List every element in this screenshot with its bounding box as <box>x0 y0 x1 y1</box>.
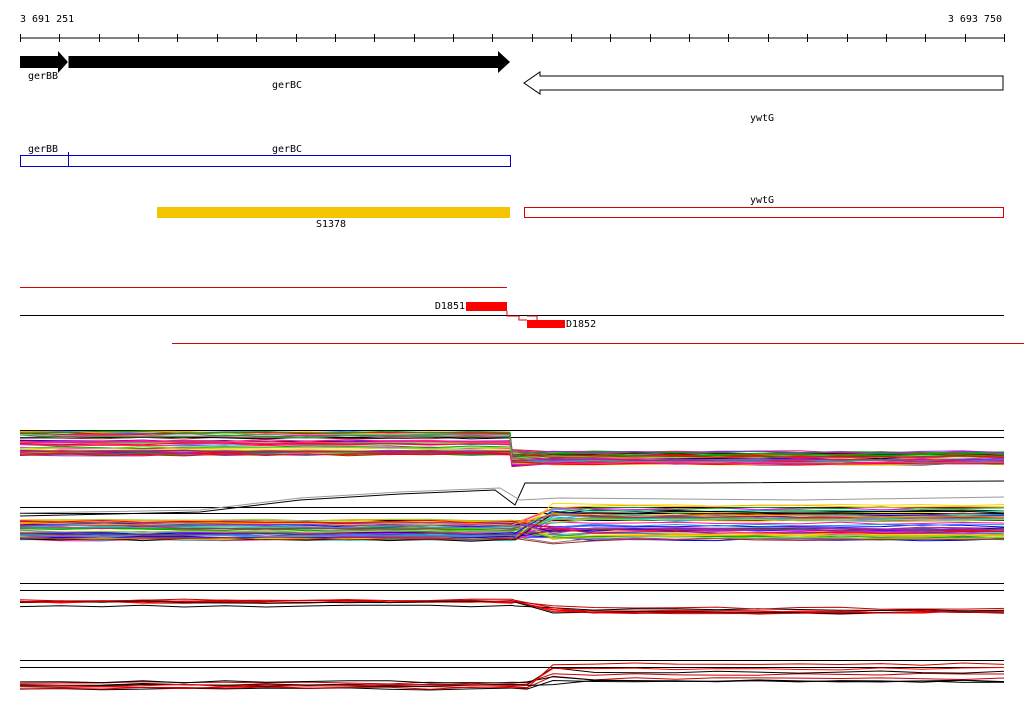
expression-line <box>19 512 1005 541</box>
expression-line <box>19 520 1005 535</box>
probe-bar <box>466 302 507 311</box>
gene-arrow <box>523 71 1004 95</box>
ruler-ticks <box>20 34 1005 42</box>
expression-line <box>19 675 1005 690</box>
gene-label: gerBC <box>272 80 302 91</box>
expression-line <box>19 518 1005 533</box>
expression-line <box>19 519 1005 534</box>
probe-connector <box>527 315 538 320</box>
ruler-start: 3 691 251 <box>20 14 74 25</box>
expression-line <box>19 514 1005 529</box>
feature-label: S1378 <box>316 219 346 230</box>
expression-line <box>19 525 1005 531</box>
expression-line <box>19 435 1005 464</box>
cds-label: gerBB <box>28 144 58 155</box>
expression-line <box>19 662 1005 690</box>
cds-label: ywtG <box>750 195 774 206</box>
expression-line <box>19 528 1005 536</box>
gene-arrow <box>68 51 510 73</box>
probe-connector <box>506 311 527 321</box>
expression-line <box>19 508 1005 542</box>
expression-line <box>19 667 1005 688</box>
expression-line <box>19 480 1005 517</box>
expression-line <box>19 430 1005 456</box>
probe-bar <box>527 320 565 328</box>
feature-bar <box>157 207 510 218</box>
gene-arrow <box>20 51 68 73</box>
gene-label: gerBB <box>28 71 58 82</box>
probe-label: D1851 <box>435 301 465 312</box>
probe-label: D1852 <box>566 319 596 330</box>
cds-label: gerBC <box>272 144 302 155</box>
cds-box <box>20 155 511 167</box>
expression-line <box>19 604 1005 612</box>
gene-label: ywtG <box>750 113 774 124</box>
expression-line <box>19 599 1005 615</box>
expression-line <box>19 513 1005 529</box>
ruler-end: 3 693 750 <box>948 14 1002 25</box>
cds-box <box>524 207 1004 218</box>
expression-line <box>19 487 1005 514</box>
expression-line <box>19 513 1005 526</box>
expression-line <box>19 518 1005 540</box>
expression-panels <box>19 430 1005 691</box>
